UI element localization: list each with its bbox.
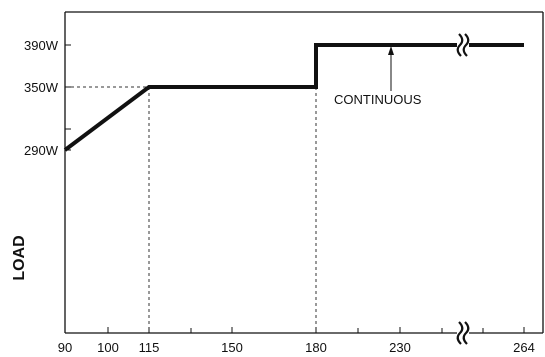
axis-breaks (456, 33, 470, 345)
annotation-arrowhead (388, 46, 394, 55)
y-ticks: 390W 350W 290W (24, 38, 71, 158)
load-curve-line (63, 43, 524, 152)
annotations: CONTINUOUS (334, 46, 422, 107)
y-axis-label: LOAD (11, 235, 28, 280)
x-tick-label: 90 (58, 340, 72, 355)
x-tick-label: 115 (139, 340, 160, 355)
x-tick-label: 264 (513, 340, 535, 355)
axis-break-mark (456, 321, 470, 345)
x-tick-label: 100 (97, 340, 119, 355)
series-layer (63, 43, 524, 152)
y-tick-label: 390W (24, 38, 59, 53)
x-tick-label: 150 (221, 340, 243, 355)
axis-break-mark (456, 33, 470, 57)
plot-frame (64, 11, 544, 334)
annotation-label: CONTINUOUS (334, 92, 422, 107)
y-tick-label: 290W (24, 143, 59, 158)
y-tick-label: 350W (24, 80, 59, 95)
x-tick-label: 180 (305, 340, 327, 355)
x-tick-label: 230 (389, 340, 411, 355)
x-ticks: 90 100 115 150 180 230 264 (58, 327, 535, 355)
reference-lines (65, 45, 317, 333)
